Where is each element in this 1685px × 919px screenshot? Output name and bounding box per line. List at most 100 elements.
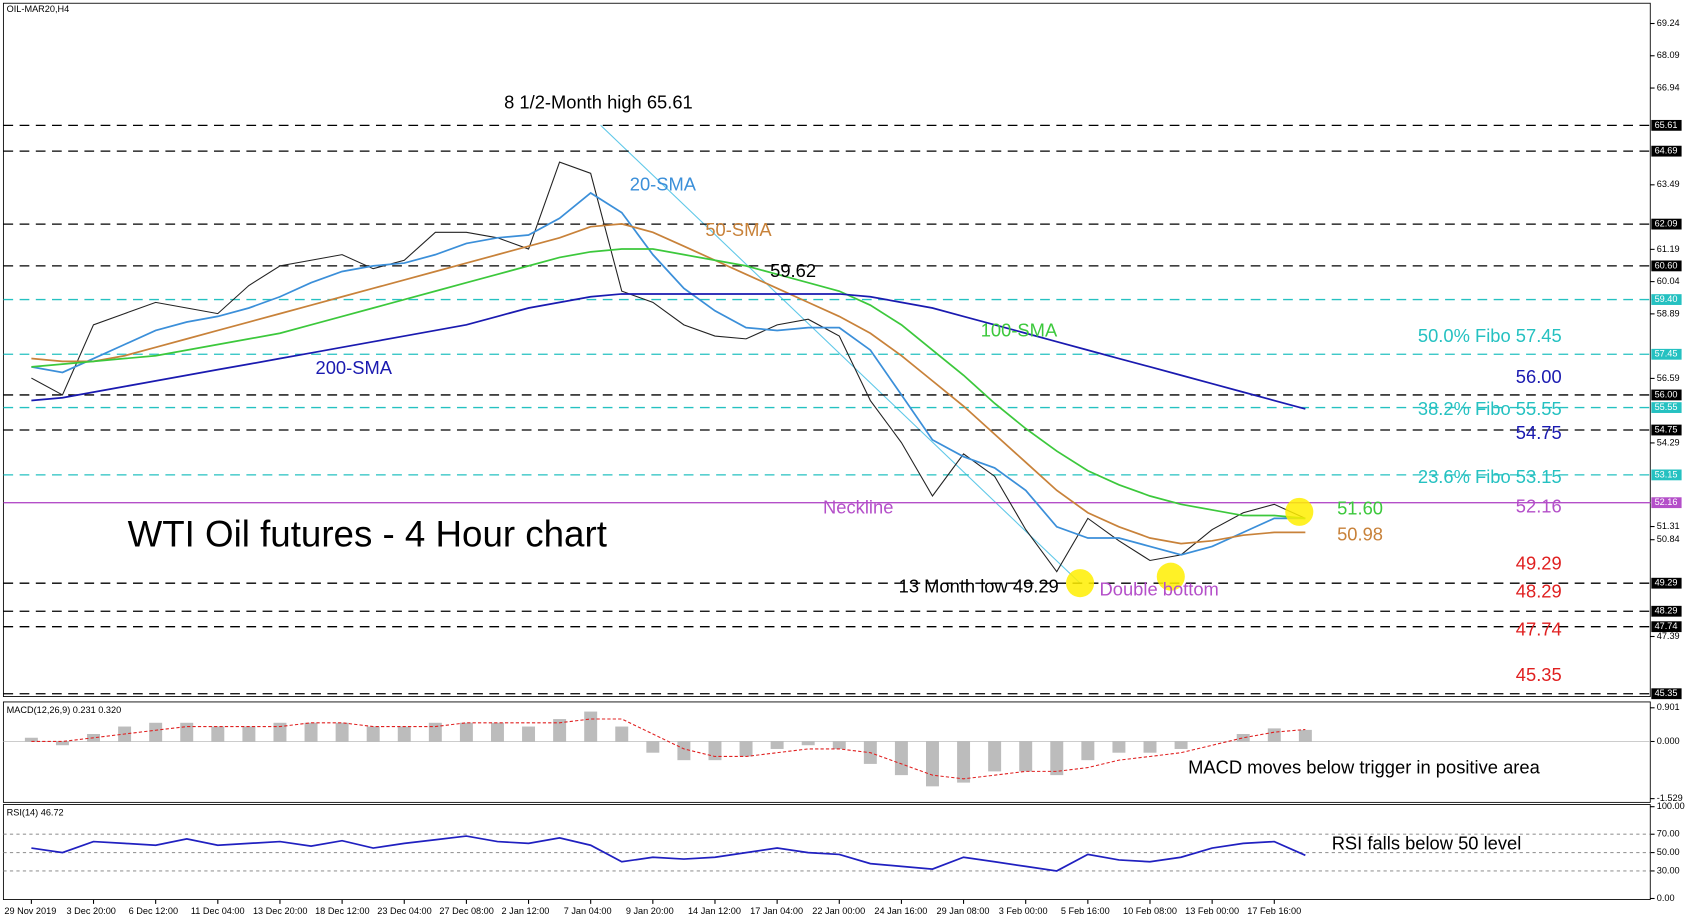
histogram-bar xyxy=(553,719,567,742)
y-tick-label: 68.09 xyxy=(1657,50,1680,60)
annotation: 50-SMA xyxy=(705,219,772,240)
annotation: 13 Month low 49.29 xyxy=(899,575,1059,596)
annotation: 100-SMA xyxy=(981,319,1058,340)
x-tick-label: 6 Dec 12:00 xyxy=(129,906,178,916)
histogram-bar xyxy=(1174,741,1188,749)
histogram-bar xyxy=(24,737,38,742)
annotation: Neckline xyxy=(823,496,893,517)
marks xyxy=(3,22,1655,904)
x-tick-label: 3 Feb 00:00 xyxy=(999,906,1048,916)
level-box xyxy=(1651,469,1682,481)
level-label: 59.40 xyxy=(1655,294,1678,304)
level-box xyxy=(1651,688,1682,700)
level-label: 48.29 xyxy=(1655,606,1678,616)
x-tick-label: 29 Nov 2019 xyxy=(4,906,56,916)
y-tick-label: 66.94 xyxy=(1657,82,1680,92)
histogram-bar xyxy=(1236,734,1250,742)
highlight-circle xyxy=(1066,569,1095,598)
histogram-bar xyxy=(522,726,536,742)
y-tick-label: -1.529 xyxy=(1657,793,1683,803)
histogram-bar xyxy=(1081,741,1095,761)
histogram-bar xyxy=(149,722,163,742)
histogram-bar xyxy=(397,726,411,742)
level-box xyxy=(1651,497,1682,509)
rsi-annotation: RSI falls below 50 level xyxy=(1332,832,1522,853)
histogram-bar xyxy=(646,741,660,753)
macd-annotation: MACD moves below trigger in positive are… xyxy=(1188,757,1541,778)
y-tick-label: 56.59 xyxy=(1657,373,1680,383)
annotation: 200-SMA xyxy=(316,357,393,378)
histogram-bar xyxy=(335,722,349,742)
histogram-bar xyxy=(677,741,691,761)
level-box xyxy=(1651,389,1682,401)
annotation: 50.98 xyxy=(1337,523,1383,544)
annotation: 54.75 xyxy=(1516,422,1562,443)
annotation: 45.35 xyxy=(1516,664,1562,685)
annotation: 52.16 xyxy=(1516,495,1562,516)
histogram-bar xyxy=(1050,741,1064,776)
y-tick-label: 70.00 xyxy=(1657,829,1680,839)
annotation: 47.74 xyxy=(1516,619,1562,640)
level-label: 56.00 xyxy=(1655,389,1678,399)
level-box xyxy=(1651,145,1682,157)
level-label: 53.15 xyxy=(1655,469,1678,479)
histogram-bar xyxy=(1298,729,1312,742)
histogram-bar xyxy=(1112,741,1126,753)
annotation: 8 1/2-Month high 65.61 xyxy=(504,92,693,113)
annotation: 20-SMA xyxy=(630,174,697,195)
y-tick-label: 50.00 xyxy=(1657,847,1680,857)
level-label: 57.45 xyxy=(1655,349,1678,359)
x-tick-label: 22 Jan 00:00 xyxy=(812,906,865,916)
trend-line xyxy=(600,124,1081,584)
histogram-bar xyxy=(55,741,69,746)
histogram-bar xyxy=(1143,741,1157,753)
macd-title: MACD(12,26,9) 0.231 0.320 xyxy=(7,705,122,715)
series-line xyxy=(31,293,1306,410)
level-box xyxy=(1651,621,1682,633)
y-tick-label: 61.19 xyxy=(1657,244,1680,254)
y-tick-label: 30.00 xyxy=(1657,865,1680,875)
annotation: 51.60 xyxy=(1337,498,1383,519)
series-line xyxy=(31,248,1306,520)
y-tick-label: 47.39 xyxy=(1657,631,1680,641)
histogram-bar xyxy=(459,722,473,742)
x-tick-label: 10 Feb 08:00 xyxy=(1123,906,1177,916)
level-label: 65.61 xyxy=(1655,120,1678,130)
x-tick-label: 2 Jan 12:00 xyxy=(502,906,550,916)
texts: OIL-MAR20,H4 WTI Oil futures - 4 Hour ch… xyxy=(4,4,1684,916)
annotation: 50.0% Fibo 57.45 xyxy=(1418,325,1562,346)
y-tick-label: 0.901 xyxy=(1657,702,1680,712)
level-box xyxy=(1651,424,1682,436)
level-box xyxy=(1651,218,1682,230)
x-tick-label: 17 Feb 16:00 xyxy=(1247,906,1301,916)
x-tick-label: 27 Dec 08:00 xyxy=(439,906,493,916)
histogram-bar xyxy=(957,741,971,783)
series-line xyxy=(31,222,1306,545)
x-tick-label: 23 Dec 04:00 xyxy=(377,906,431,916)
level-box xyxy=(1651,348,1682,360)
level-label: 47.74 xyxy=(1655,621,1678,631)
histogram-bar xyxy=(211,726,225,742)
histogram-bar xyxy=(584,711,598,742)
level-label: 45.35 xyxy=(1655,688,1678,698)
level-box xyxy=(1651,119,1682,131)
x-tick-label: 24 Jan 16:00 xyxy=(874,906,927,916)
histogram-bar xyxy=(894,741,908,776)
level-label: 64.69 xyxy=(1655,146,1678,156)
x-tick-label: 14 Jan 12:00 xyxy=(688,906,741,916)
x-tick-label: 13 Dec 20:00 xyxy=(253,906,307,916)
x-tick-label: 5 Feb 16:00 xyxy=(1061,906,1110,916)
histogram-bar xyxy=(926,741,939,787)
annotation: 23.6% Fibo 53.15 xyxy=(1418,466,1562,487)
annotation: Double bottom xyxy=(1100,579,1219,600)
histogram-bar xyxy=(180,722,194,742)
histogram-bar xyxy=(988,741,1002,772)
histogram-bar xyxy=(428,722,442,742)
macd-panel xyxy=(2,701,1651,803)
rsi-title: RSI(14) 46.72 xyxy=(7,808,64,818)
histogram-bar xyxy=(1019,741,1033,772)
level-label: 49.29 xyxy=(1655,578,1678,588)
y-tick-label: 58.89 xyxy=(1657,308,1680,318)
x-tick-label: 7 Jan 04:00 xyxy=(564,906,612,916)
